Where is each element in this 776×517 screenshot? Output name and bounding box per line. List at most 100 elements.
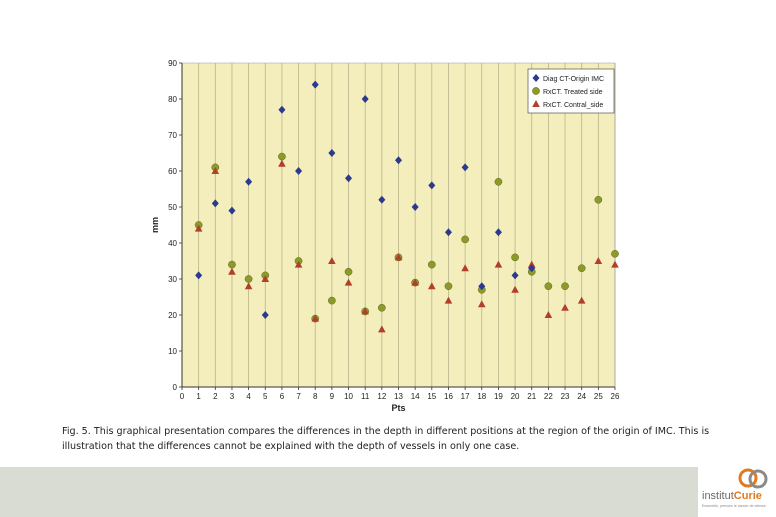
- data-points: [194, 80, 619, 333]
- data-point-series-3: [311, 314, 320, 322]
- data-point-series-3: [461, 264, 469, 272]
- data-point-series-3: [228, 267, 236, 275]
- data-point-series-1: [195, 271, 203, 280]
- data-point-series-3: [394, 253, 403, 261]
- data-point-series-2: [344, 267, 353, 276]
- x-tick-label: 8: [313, 392, 318, 401]
- data-point-series-3: [511, 285, 519, 293]
- data-point-series-3: [378, 325, 386, 333]
- y-axis-label: mm: [150, 217, 160, 233]
- data-point-series-2: [494, 177, 503, 186]
- data-point-series-2: [278, 152, 286, 161]
- data-point-series-1: [428, 181, 436, 190]
- y-tick-label: 80: [168, 95, 177, 104]
- data-point-series-3: [278, 159, 286, 167]
- x-tick-label: 2: [213, 392, 218, 401]
- data-point-series-3: [261, 275, 270, 282]
- data-point-series-1: [461, 163, 469, 172]
- x-tick-label: 0: [180, 392, 185, 401]
- data-point-series-1: [395, 156, 402, 165]
- data-point-series-3: [411, 278, 419, 286]
- x-tick-label: 5: [263, 392, 268, 401]
- y-tick-label: 20: [168, 311, 177, 320]
- data-point-series-1: [328, 149, 336, 157]
- y-tick-label: 50: [168, 203, 177, 212]
- data-point-series-2: [544, 282, 553, 291]
- y-tick-label: 10: [168, 347, 177, 356]
- x-tick-label: 3: [230, 392, 235, 401]
- data-point-series-3: [428, 282, 436, 290]
- legend-box: [527, 68, 615, 114]
- x-tick-label: 18: [477, 392, 486, 401]
- y-tick-label: 60: [168, 167, 177, 176]
- data-point-series-3: [344, 278, 353, 286]
- x-tick-label: 7: [296, 392, 301, 401]
- x-tick-label: 9: [330, 392, 335, 401]
- data-point-series-1: [361, 95, 369, 103]
- data-point-series-1: [311, 80, 319, 89]
- x-axis-label: Pts: [391, 403, 405, 413]
- figure-caption: Fig. 5. This graphical presentation comp…: [62, 426, 710, 452]
- data-point-series-1: [411, 203, 419, 211]
- data-point-series-1: [444, 228, 452, 237]
- legend-entry: RxCT. Treated side: [543, 89, 603, 96]
- data-point-series-3: [211, 167, 220, 174]
- x-tick-label: 14: [411, 392, 420, 401]
- data-point-series-1: [261, 311, 269, 319]
- data-point-series-3: [561, 303, 569, 311]
- data-point-series-3: [477, 300, 486, 308]
- y-tick-label: 30: [168, 275, 177, 284]
- legend-marker: [532, 87, 540, 95]
- x-tick-label: 21: [527, 392, 536, 401]
- footer-band: [0, 467, 698, 517]
- data-point-series-3: [594, 257, 603, 264]
- data-point-series-1: [245, 177, 253, 186]
- x-tick-label: 10: [344, 392, 353, 401]
- curie-rings-icon: [738, 468, 768, 489]
- data-point-series-1: [345, 174, 353, 183]
- x-tick-label: 17: [461, 392, 470, 401]
- data-point-series-2: [377, 303, 386, 312]
- data-point-series-2: [244, 275, 253, 283]
- data-point-series-3: [194, 224, 203, 232]
- data-point-series-1: [478, 282, 486, 291]
- data-point-series-2: [594, 195, 603, 204]
- logo-tagline: Ensemble, prenons le cancer de vitesse: [702, 504, 766, 508]
- y-tick-label: 0: [173, 383, 178, 392]
- data-point-series-1: [228, 206, 236, 215]
- x-tick-label: 1: [196, 392, 201, 401]
- data-point-series-2: [611, 249, 619, 258]
- data-point-series-3: [294, 260, 303, 268]
- legend-marker: [532, 100, 540, 107]
- x-tick-label: 19: [494, 392, 503, 401]
- data-point-series-3: [444, 296, 453, 304]
- legend-entry: Diag CT-Origin IMC: [543, 76, 604, 83]
- legend: Diag CT-Origin IMC RxCT. Treated side RxCT…: [527, 68, 615, 114]
- data-point-series-3: [244, 282, 253, 290]
- data-point-series-1: [278, 105, 286, 114]
- data-point-series-1: [211, 199, 219, 208]
- data-point-series-1: [528, 264, 536, 273]
- data-point-series-2: [228, 260, 236, 269]
- data-point-series-1: [378, 195, 386, 204]
- data-point-series-1: [494, 228, 502, 237]
- legend-entry: RxCT. Contral_side: [543, 102, 603, 109]
- x-tick-label: 15: [427, 392, 436, 401]
- logo-wordmark: institutCurie: [702, 490, 762, 502]
- data-point-series-3: [611, 260, 619, 268]
- data-point-series-2: [511, 253, 519, 262]
- x-tick-label: 20: [511, 392, 520, 401]
- data-point-series-2: [577, 264, 586, 273]
- x-tick-label: 13: [394, 392, 403, 401]
- data-point-series-3: [577, 296, 586, 304]
- x-tick-label: 12: [377, 392, 386, 401]
- data-point-series-1: [295, 167, 303, 175]
- data-point-series-3: [494, 260, 503, 268]
- data-point-series-3: [544, 311, 553, 318]
- x-tick-label: 23: [561, 392, 570, 401]
- legend-marker: [532, 74, 540, 82]
- data-point-series-3: [527, 260, 536, 268]
- data-point-series-2: [561, 282, 569, 291]
